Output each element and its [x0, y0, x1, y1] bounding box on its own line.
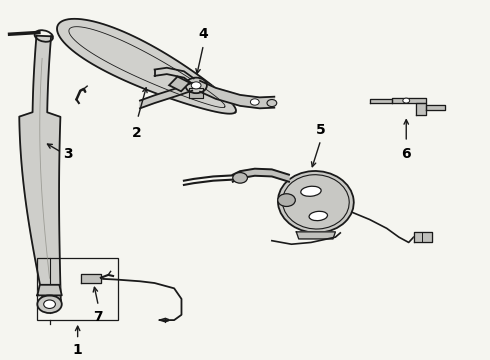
- Circle shape: [191, 82, 201, 89]
- Polygon shape: [189, 88, 203, 98]
- Polygon shape: [81, 274, 101, 283]
- Bar: [37, 258, 118, 320]
- Circle shape: [185, 78, 207, 93]
- Polygon shape: [19, 36, 61, 301]
- Polygon shape: [414, 232, 432, 242]
- Text: 3: 3: [63, 147, 73, 161]
- Polygon shape: [200, 81, 274, 108]
- Text: 4: 4: [198, 27, 208, 41]
- Ellipse shape: [301, 186, 321, 196]
- Text: 2: 2: [132, 126, 142, 140]
- Polygon shape: [392, 98, 426, 103]
- Bar: [169, 77, 190, 91]
- Polygon shape: [426, 105, 445, 110]
- Polygon shape: [369, 99, 392, 103]
- Polygon shape: [233, 169, 289, 182]
- Polygon shape: [416, 103, 426, 116]
- Text: 5: 5: [316, 122, 326, 136]
- Text: 7: 7: [94, 310, 103, 324]
- Circle shape: [250, 99, 259, 105]
- Polygon shape: [296, 232, 335, 239]
- Circle shape: [37, 296, 62, 313]
- Circle shape: [278, 194, 295, 206]
- Circle shape: [403, 98, 410, 103]
- Circle shape: [267, 99, 277, 107]
- Circle shape: [233, 172, 247, 183]
- Circle shape: [44, 300, 55, 309]
- Polygon shape: [140, 83, 192, 108]
- Polygon shape: [57, 19, 236, 114]
- Ellipse shape: [278, 171, 354, 233]
- Text: 6: 6: [401, 147, 411, 161]
- Text: 1: 1: [73, 343, 82, 357]
- Ellipse shape: [309, 211, 327, 221]
- Polygon shape: [37, 285, 62, 296]
